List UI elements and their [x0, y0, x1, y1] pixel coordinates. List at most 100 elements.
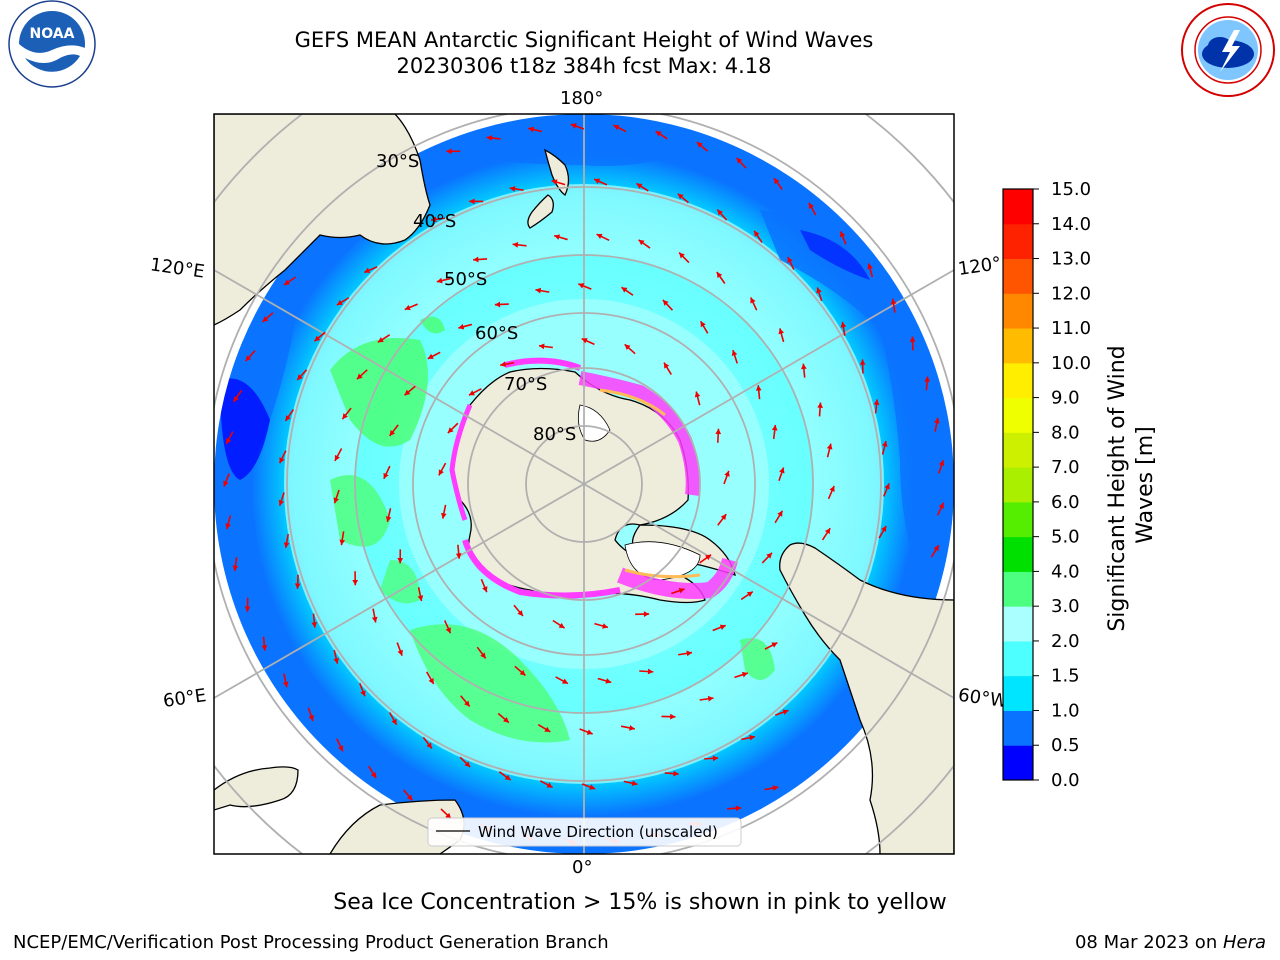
wind-arrow-head: [808, 202, 814, 209]
wind-arrow-head: [504, 774, 511, 781]
colorbar-tick-label: 15.0: [1051, 179, 1091, 200]
wind-arrow-head: [724, 470, 730, 477]
wind-arrow-head: [629, 725, 635, 731]
colorbar-band: [1003, 745, 1033, 781]
wind-arrow-head: [438, 469, 444, 476]
wind-arrow-head: [283, 279, 290, 285]
wind-arrow-head: [720, 514, 727, 521]
wind-arrow-head: [558, 622, 565, 629]
wind-arrow-head: [673, 770, 679, 777]
wind-arrow-head: [677, 193, 684, 200]
lat-label-80s: 80°S: [533, 424, 577, 445]
wind-arrow-head: [512, 241, 519, 248]
wind-arrow-head: [602, 623, 608, 629]
wind-arrow-head: [445, 812, 452, 819]
wind-arrow-head: [782, 709, 789, 715]
colorbar-tick-label: 8.0: [1051, 422, 1080, 443]
wind-arrow-head: [570, 123, 577, 129]
wind-arrow-head: [712, 755, 719, 762]
wind-arrow-head: [594, 178, 601, 184]
wind-arrow-head: [464, 761, 471, 768]
colorbar-band: [1003, 328, 1033, 364]
wind-arrow-head: [824, 528, 831, 535]
colorbar-band: [1003, 536, 1033, 572]
wind-arrow-head: [716, 272, 723, 278]
wind-arrow-head: [494, 301, 501, 308]
wind-arrow-head: [647, 668, 654, 675]
map-frame: [213, 113, 955, 855]
wind-arrow-head: [938, 502, 944, 509]
wind-arrow-head: [383, 472, 389, 479]
wind-arrow-head: [678, 587, 685, 594]
wind-arrow-head: [468, 390, 475, 396]
wind-arrow-head: [707, 695, 714, 702]
colorbar-band: [1003, 293, 1033, 329]
wind-arrow-head: [829, 485, 835, 492]
wind-arrow-head: [389, 429, 396, 436]
noaa-logo: NOAA: [8, 0, 96, 88]
footer-machine: Hera: [1222, 932, 1266, 953]
wind-arrow-head: [924, 376, 931, 382]
wind-arrow-head: [480, 652, 486, 659]
polar-map: Wind Wave Direction (unscaled): [213, 113, 955, 855]
wind-arrow-head: [774, 178, 780, 185]
wind-arrow-head: [339, 539, 346, 546]
wind-arrow-head: [755, 385, 762, 391]
wind-arrow-head: [458, 323, 465, 330]
wind-arrow-head: [589, 784, 596, 790]
colorbar-band: [1003, 223, 1033, 260]
wind-arrow-head: [397, 558, 404, 564]
wind-arrow-head: [771, 425, 778, 431]
wind-arrow-head: [447, 427, 454, 434]
wind-arrow-head: [404, 389, 411, 396]
wind-arrow-head: [586, 729, 593, 735]
wind-arrow-head: [715, 428, 722, 435]
footer-right: 08 Mar 2023 on Hera: [1075, 932, 1266, 953]
wind-arrow-head: [679, 252, 685, 259]
wind-arrow-head: [342, 413, 348, 420]
wind-arrow-head: [278, 499, 285, 506]
colorbar-tick-label: 7.0: [1051, 457, 1080, 478]
colorbar-tick-label: 0.5: [1051, 735, 1080, 756]
colorbar-tick-label: 13.0: [1051, 249, 1091, 270]
wind-arrow-head: [528, 126, 535, 133]
colorbar-band: [1003, 258, 1033, 294]
colorbar-tick-label: 4.0: [1051, 561, 1080, 582]
wind-arrow-head: [938, 460, 945, 467]
lon-label-180: 180°: [560, 88, 604, 109]
wind-arrow-head: [370, 772, 377, 779]
colorbar-band: [1003, 189, 1033, 225]
wind-arrow-head: [890, 298, 897, 305]
wind-arrow-head: [736, 157, 743, 164]
wind-arrow-head: [840, 321, 847, 328]
wind-arrow-head: [336, 299, 343, 306]
colorbar-tick-label: 5.0: [1051, 527, 1080, 548]
wind-arrow-head: [754, 230, 760, 237]
svg-text:Significant Height of Wind: Significant Height of Wind Waves [m]: [1105, 338, 1158, 631]
wind-arrow-head: [262, 316, 269, 322]
wind-arrow-head: [232, 565, 239, 572]
wind-arrow-head: [285, 415, 291, 422]
wind-arrow-head: [427, 353, 434, 359]
wind-arrow-head: [397, 649, 403, 656]
wind-arrow-head: [538, 343, 545, 350]
wind-arrow-head: [778, 328, 785, 335]
wind-arrow-head: [314, 335, 321, 342]
wind-arrow-head: [486, 135, 493, 141]
colorbar-tick-label: 11.0: [1051, 318, 1091, 339]
colorbar-tick-label: 10.0: [1051, 353, 1091, 374]
wind-arrow-head: [519, 669, 526, 676]
wind-arrow-head: [377, 337, 384, 343]
wind-arrow-head: [596, 233, 603, 240]
wind-arrow-head: [750, 297, 756, 304]
wind-arrow-head: [417, 595, 424, 602]
lon-label-0: 0°: [572, 857, 593, 878]
wind-arrow-head: [500, 361, 506, 368]
wind-arrow-head: [297, 374, 303, 381]
wind-arrow-head: [360, 690, 366, 697]
map-title: GEFS MEAN Antarctic Significant Height o…: [294, 28, 874, 52]
wind-arrow-head: [446, 148, 452, 155]
map-subtitle: 20230306 t18z 384h fcst Max: 4.18: [396, 54, 772, 78]
sea-ice-fringe: [449, 357, 738, 599]
wind-arrow-head: [426, 742, 432, 749]
